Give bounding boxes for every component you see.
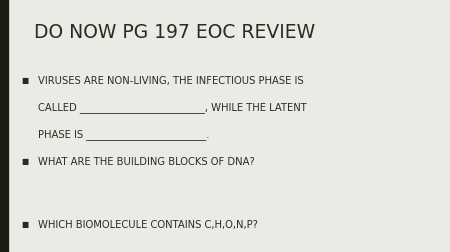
Text: WHAT ARE THE BUILDING BLOCKS OF DNA?: WHAT ARE THE BUILDING BLOCKS OF DNA?	[38, 156, 255, 166]
Text: WHICH BIOMOLECULE CONTAINS C,H,O,N,P?: WHICH BIOMOLECULE CONTAINS C,H,O,N,P?	[38, 219, 258, 229]
Text: ■: ■	[22, 156, 29, 165]
Text: ■: ■	[22, 219, 29, 228]
Bar	[0, 0, 8, 252]
Text: PHASE IS ________________________.: PHASE IS ________________________.	[38, 129, 210, 139]
Text: DO NOW PG 197 EOC REVIEW: DO NOW PG 197 EOC REVIEW	[34, 23, 315, 42]
Text: CALLED _________________________, WHILE THE LATENT: CALLED _________________________, WHILE …	[38, 102, 307, 113]
Text: VIRUSES ARE NON-LIVING, THE INFECTIOUS PHASE IS: VIRUSES ARE NON-LIVING, THE INFECTIOUS P…	[38, 76, 304, 86]
Text: ■: ■	[22, 76, 29, 85]
